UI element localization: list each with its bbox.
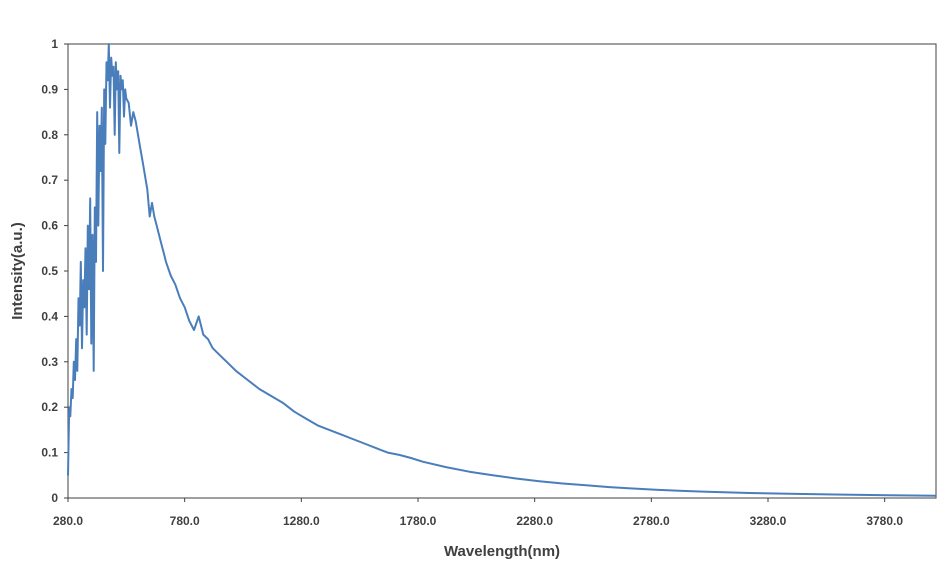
y-tick-label: 0.3 [41,355,58,369]
y-tick-label: 1 [51,37,58,51]
y-tick-label: 0.8 [41,128,58,142]
y-tick-label: 0.2 [41,400,58,414]
y-tick-label: 0.1 [41,446,58,460]
x-tick-label: 2780.0 [633,514,670,528]
x-tick-label: 780.0 [170,514,200,528]
plot-area [67,43,937,499]
x-tick-label: 1780.0 [400,514,437,528]
x-tick-label: 280.0 [53,514,83,528]
y-tick-label: 0.7 [41,173,58,187]
y-axis-ticks: 0 0.1 0.2 0.3 0.4 0.5 0.6 0.7 0.8 0.9 1 [41,37,68,505]
y-tick-label: 0.6 [41,219,58,233]
x-tick-label: 3280.0 [750,514,787,528]
y-axis-title: Intensity(a.u.) [9,222,26,320]
x-axis-ticks: 280.0 780.0 1280.0 1780.0 2280.0 2780.0 3280.0… [53,498,903,528]
x-tick-label: 3780.0 [866,514,903,528]
x-axis-title: Wavelength(nm) [444,543,560,560]
x-tick-label: 2280.0 [516,514,553,528]
y-tick-label: 0 [51,491,58,505]
y-tick-label: 0.5 [41,264,58,278]
y-tick-label: 0.4 [41,309,58,323]
spectrum-line [67,43,937,497]
y-tick-label: 0.9 [41,82,58,96]
x-tick-label: 1280.0 [283,514,320,528]
